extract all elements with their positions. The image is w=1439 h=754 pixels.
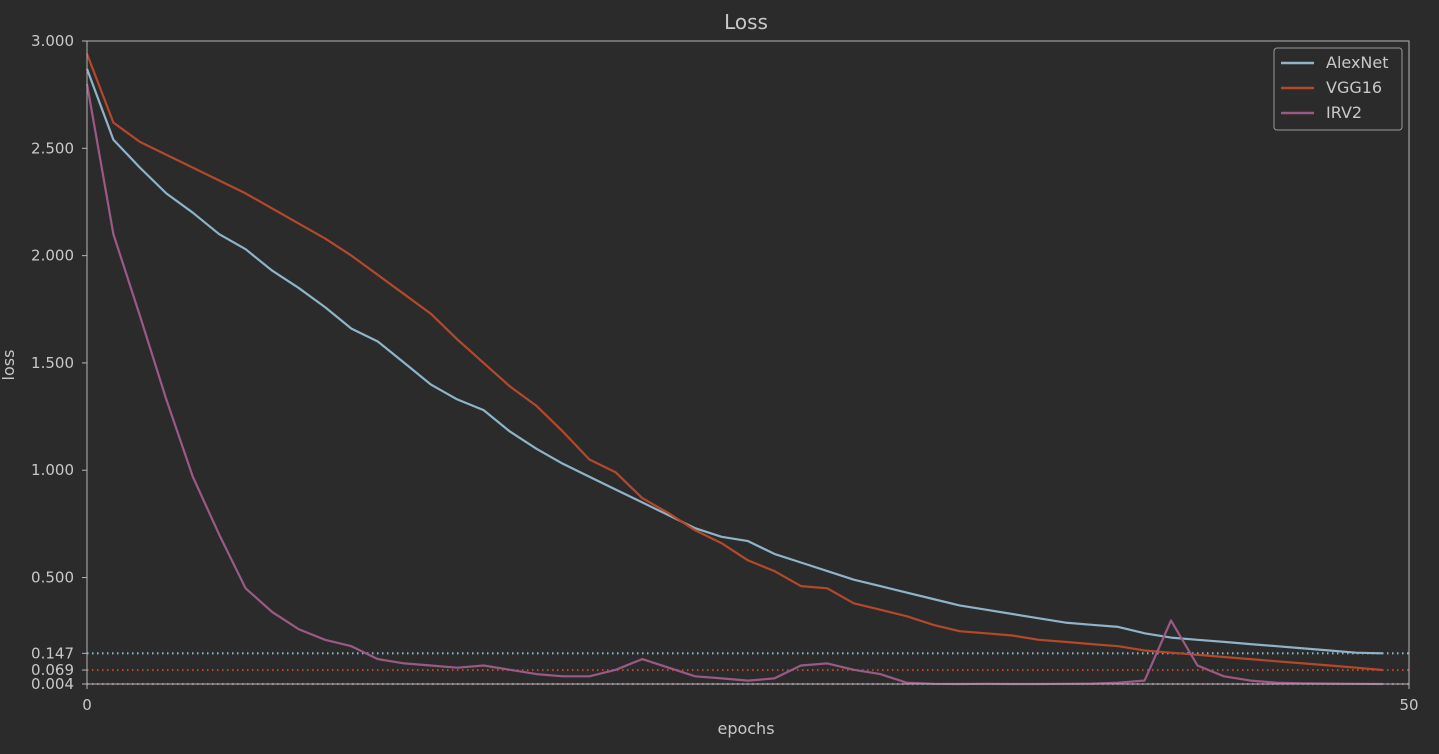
x-tick-label: 50: [1399, 696, 1418, 714]
y-tick-label: 1.000: [31, 461, 74, 479]
y-tick-label: 2.000: [31, 247, 74, 265]
y-tick-label: 0.147: [31, 644, 74, 662]
y-tick-label: 0.500: [31, 569, 74, 587]
y-tick-label: 2.500: [31, 139, 74, 157]
legend-label: IRV2: [1326, 103, 1362, 122]
legend-label: VGG16: [1326, 78, 1382, 97]
x-axis-label: epochs: [717, 719, 774, 738]
legend: AlexNet VGG16 IRV2: [1273, 47, 1403, 131]
series-line-vgg16: [85, 53, 1383, 672]
y-axis-label: loss: [0, 350, 18, 381]
chart-title: Loss: [724, 10, 768, 34]
series-line-irv2: [85, 83, 1383, 686]
legend-label: AlexNet: [1326, 53, 1389, 72]
x-tick-label: 0: [82, 696, 92, 714]
legend-box: [1273, 47, 1403, 131]
y-tick-label: 3.000: [31, 32, 74, 50]
series-line-alexnet: [85, 68, 1383, 655]
y-tick-label: 1.500: [31, 354, 74, 372]
y-tick-label: 0.004: [31, 675, 74, 693]
y-tick-label: 0.069: [31, 661, 74, 679]
